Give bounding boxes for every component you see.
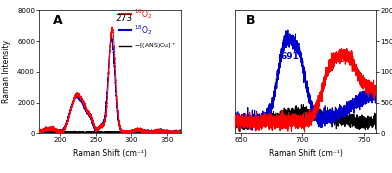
Text: 691: 691 [281,52,299,61]
Text: $-$[(ANS)Cu]$^+$: $-$[(ANS)Cu]$^+$ [134,41,176,51]
Text: B: B [246,14,256,27]
X-axis label: Raman Shift (cm⁻¹): Raman Shift (cm⁻¹) [73,149,147,158]
Text: 731: 731 [334,55,352,64]
Text: 273: 273 [116,14,133,23]
Text: $^{16}$O$_2$: $^{16}$O$_2$ [134,7,152,21]
Text: $^{18}$O$_2$: $^{18}$O$_2$ [134,23,152,37]
Y-axis label: Raman Intensity: Raman Intensity [2,40,11,103]
Text: A: A [53,14,63,27]
X-axis label: Raman Shift (cm⁻¹): Raman Shift (cm⁻¹) [269,149,343,158]
